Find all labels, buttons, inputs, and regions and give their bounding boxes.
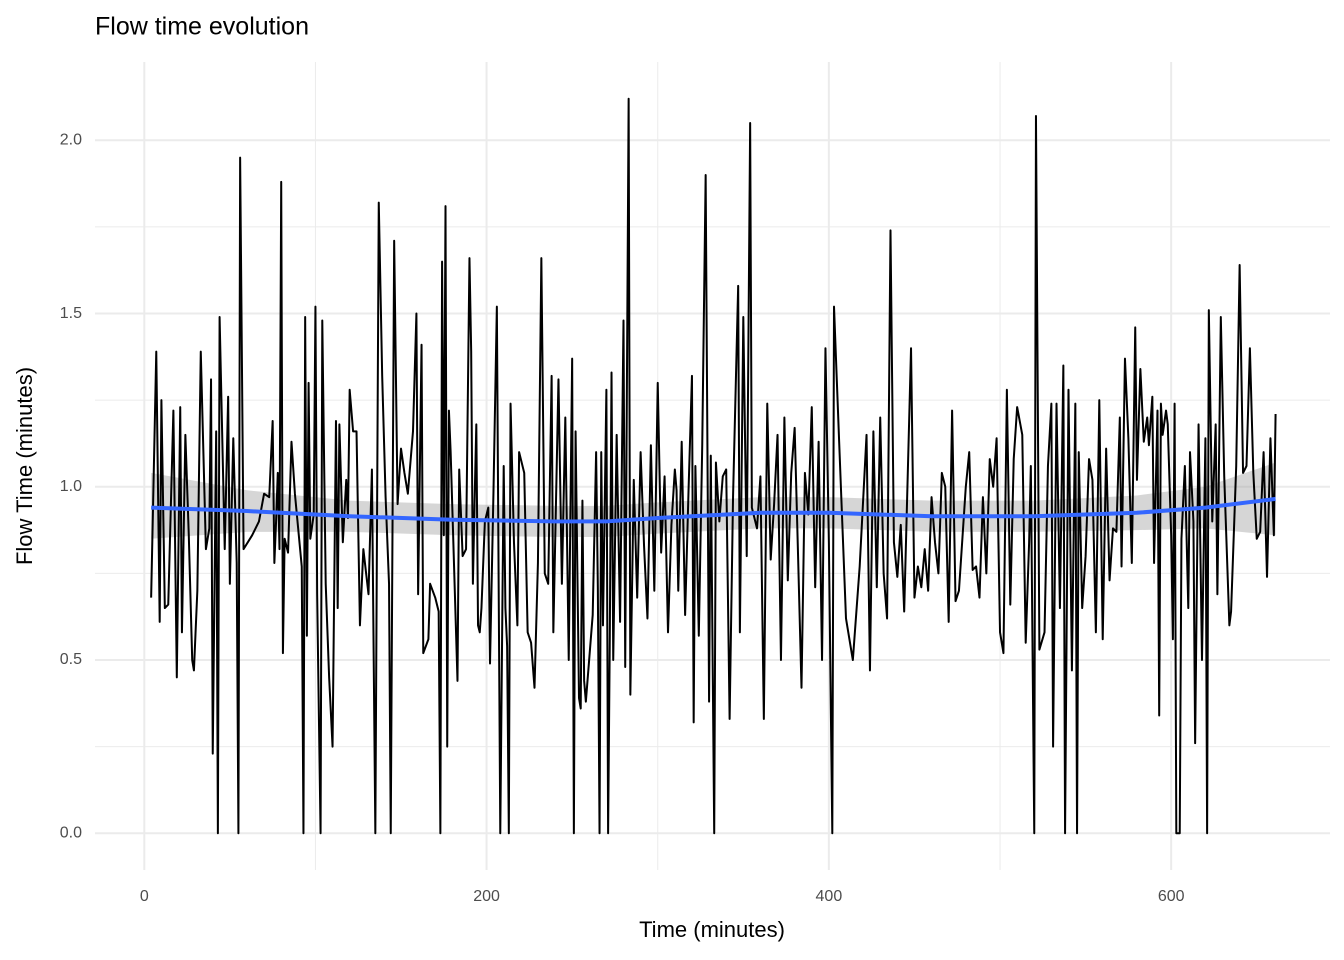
y-tick-label: 1.5: [60, 305, 82, 322]
x-tick-label: 600: [1158, 888, 1185, 905]
x-tick-label: 0: [140, 888, 149, 905]
y-tick-label: 2.0: [60, 132, 82, 149]
chart-title: Flow time evolution: [95, 13, 309, 41]
y-tick-label: 0.0: [60, 824, 82, 841]
data-line: [150, 97, 1277, 835]
x-tick-label: 400: [816, 888, 843, 905]
smooth-line: [151, 496, 1276, 524]
y-axis-title: Flow Time (minutes): [12, 367, 37, 565]
x-axis-title: Time (minutes): [639, 917, 785, 942]
y-tick-label: 0.5: [60, 651, 82, 668]
y-tick-label: 1.0: [60, 478, 82, 495]
x-tick-label: 200: [473, 888, 500, 905]
